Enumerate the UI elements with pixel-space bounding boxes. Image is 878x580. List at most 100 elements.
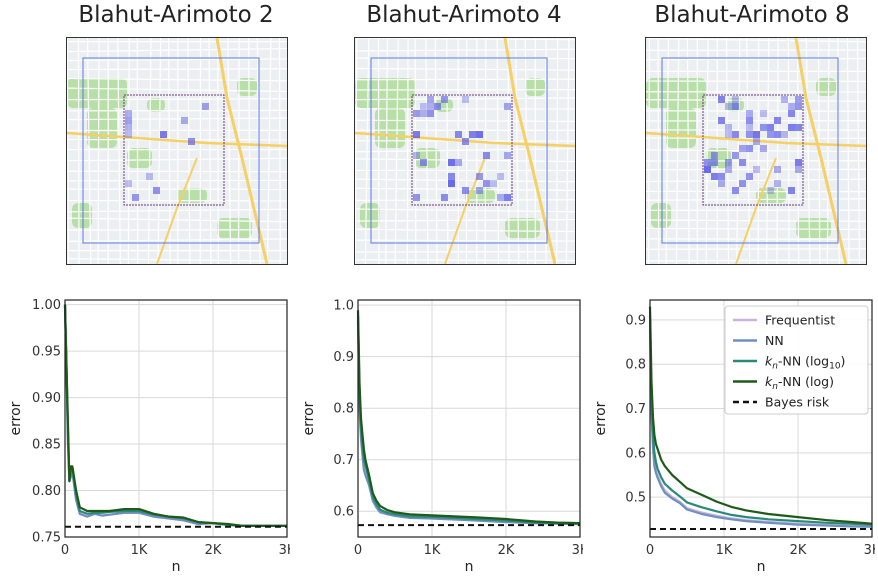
- heat-cell: [746, 117, 753, 124]
- map-image-1: [67, 38, 287, 264]
- y-tick-label: 0.6: [333, 505, 354, 520]
- heat-cell: [413, 131, 420, 138]
- y-tick-label: 0.9: [625, 313, 646, 328]
- heat-cell: [476, 173, 483, 180]
- park-area: [360, 203, 380, 228]
- heat-cell: [753, 166, 760, 173]
- heat-cell: [490, 180, 497, 187]
- y-tick-label: 0.90: [32, 391, 61, 406]
- heat-cell: [781, 131, 788, 138]
- x-tick-label: 2K: [790, 543, 807, 558]
- heat-cell: [788, 103, 795, 110]
- heat-cell: [448, 159, 455, 166]
- heat-cell: [497, 173, 504, 180]
- heat-cell: [788, 110, 795, 117]
- heat-cell: [146, 173, 153, 180]
- heat-cell: [725, 166, 732, 173]
- heat-cell: [760, 110, 767, 117]
- park-area: [87, 108, 117, 148]
- y-axis-label: error: [8, 401, 24, 435]
- legend-label-bayes: Bayes risk: [765, 395, 830, 410]
- series-line-frequentist: [358, 321, 580, 524]
- heat-cell: [718, 180, 725, 187]
- heat-cell: [427, 110, 434, 117]
- heat-cell: [413, 152, 420, 159]
- heat-cell: [767, 124, 774, 131]
- heat-cell: [427, 96, 434, 103]
- legend-label-nn: NN: [765, 333, 784, 348]
- street-line: [355, 200, 575, 201]
- heat-cell: [455, 131, 462, 138]
- series-line-knn_log: [358, 310, 580, 523]
- x-tick-label: 3K: [572, 543, 583, 558]
- heat-cell: [788, 124, 795, 131]
- heat-cell: [795, 166, 802, 173]
- heat-cell: [725, 131, 732, 138]
- plot-3: 01K2K3K0.50.60.70.80.9nerrorFrequentistN…: [585, 288, 875, 580]
- street-line: [67, 69, 287, 70]
- heat-cell: [795, 159, 802, 166]
- heat-cell: [739, 159, 746, 166]
- heat-cell: [732, 103, 739, 110]
- heat-cell: [718, 117, 725, 124]
- y-tick-label: 0.6: [625, 446, 646, 461]
- heat-cell: [732, 187, 739, 194]
- heat-cell: [504, 194, 511, 201]
- map-image-2: [355, 38, 575, 264]
- street-line: [355, 260, 575, 261]
- heat-cell: [462, 187, 469, 194]
- heat-cell: [746, 124, 753, 131]
- heat-cell: [202, 103, 209, 110]
- map-panel-2: [354, 37, 576, 265]
- heat-cell: [504, 152, 511, 159]
- heat-cell: [753, 131, 760, 138]
- street-line: [279, 38, 280, 264]
- heat-cell: [774, 117, 781, 124]
- map-panel-3: [645, 37, 867, 265]
- park-area: [355, 78, 415, 108]
- series-line-knn_log10: [65, 305, 287, 526]
- y-tick-label: 0.95: [32, 345, 61, 360]
- heat-cell: [704, 159, 711, 166]
- map-image-3: [646, 38, 866, 264]
- heat-cell: [753, 138, 760, 145]
- heat-cell: [125, 180, 132, 187]
- heat-cell: [739, 145, 746, 152]
- map-title-1: Blahut-Arimoto 2: [61, 2, 291, 28]
- heat-cell: [448, 173, 455, 180]
- y-tick-label: 0.7: [333, 453, 354, 468]
- heat-cell: [504, 103, 511, 110]
- series-line-knn_log10: [358, 316, 580, 524]
- plot-frame: [358, 300, 580, 537]
- map-title-2: Blahut-Arimoto 4: [349, 2, 579, 28]
- y-axis-label: error: [593, 401, 609, 435]
- heat-cell: [427, 103, 434, 110]
- heat-cell: [483, 180, 490, 187]
- x-tick-label: 2K: [498, 543, 515, 558]
- heat-cell: [160, 131, 167, 138]
- heat-cell: [718, 173, 725, 180]
- error-chart-3: 01K2K3K0.50.60.70.80.9nerrorFrequentistN…: [585, 288, 875, 576]
- series-line-nn: [65, 305, 287, 526]
- heat-cell: [711, 173, 718, 180]
- x-tick-label: 0: [354, 543, 362, 558]
- heat-cell: [767, 131, 774, 138]
- x-tick-label: 3K: [279, 543, 290, 558]
- heat-cell: [746, 145, 753, 152]
- x-axis-label: n: [172, 559, 181, 575]
- heat-cell: [746, 173, 753, 180]
- heat-cell: [125, 131, 132, 138]
- heat-cell: [441, 96, 448, 103]
- series-line-frequentist: [65, 305, 287, 526]
- heat-cell: [132, 194, 139, 201]
- y-tick-label: 1.00: [32, 298, 61, 313]
- heat-cell: [483, 152, 490, 159]
- park-area: [666, 108, 696, 148]
- heat-cell: [725, 159, 732, 166]
- heat-cell: [125, 117, 132, 124]
- heat-cell: [153, 187, 160, 194]
